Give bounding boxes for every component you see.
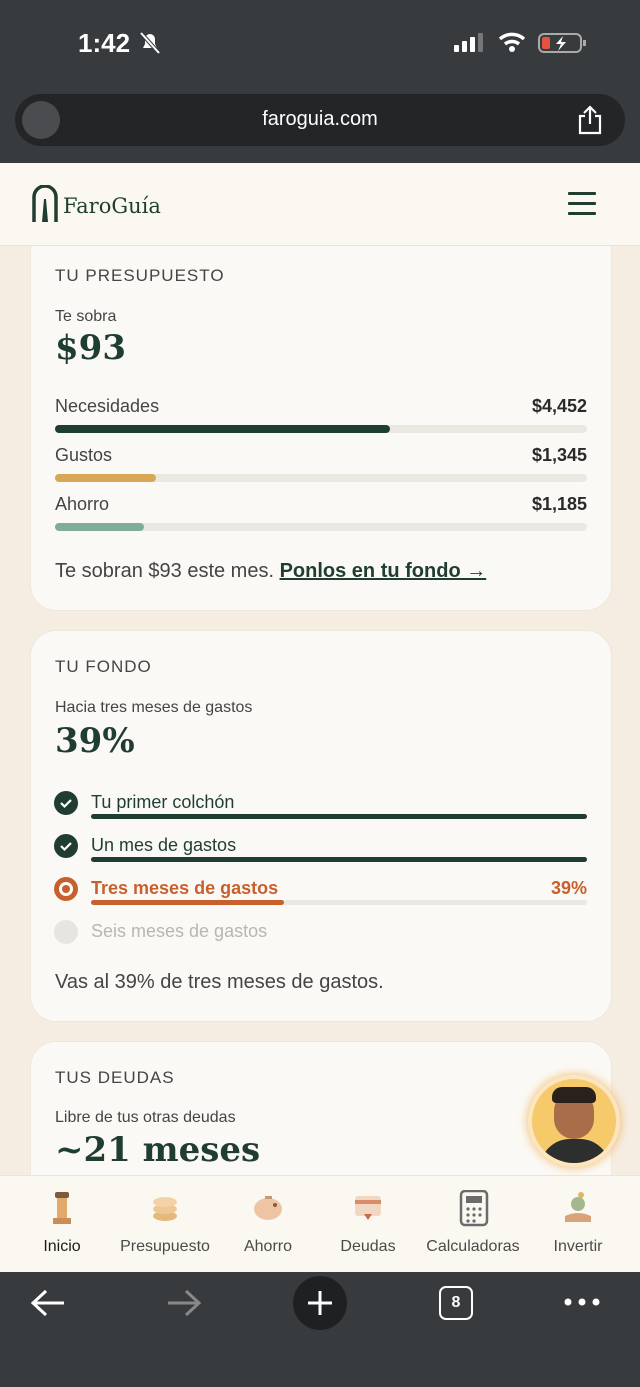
nav-icon: [148, 1190, 182, 1228]
milestone-label: Un mes de gastos: [91, 835, 237, 855]
row-amount: $1,185: [531, 494, 587, 514]
milestone-track: [91, 900, 587, 905]
site-header: FaroGuía: [0, 163, 640, 246]
status-icons: [454, 32, 586, 53]
row-amount: $1,345: [531, 445, 587, 465]
nav-icon: [561, 1190, 595, 1228]
more-button[interactable]: [562, 1297, 602, 1307]
fund-note: Vas al 39% de tres meses de gastos.: [55, 971, 384, 993]
bar: [55, 523, 145, 531]
goal-label: Libre de tus otras deudas: [55, 1109, 236, 1126]
nav-item[interactable]: Invertir: [518, 1176, 638, 1272]
card-title: TUS DEUDAS: [55, 1068, 175, 1087]
nav-item[interactable]: Presupuesto: [105, 1176, 225, 1272]
nav-label: Ahorro: [243, 1238, 293, 1255]
budget-card: TU PRESUPUESTO Te sobra $93 Te sobran $9…: [30, 225, 612, 611]
milestone-bar: [91, 857, 587, 862]
nav-icon: [456, 1189, 490, 1228]
milestone-icon: [54, 920, 78, 944]
nav-icon: [251, 1190, 285, 1228]
browser-chrome: 1:42 faroguia.com: [0, 0, 640, 163]
nav-item[interactable]: Deudas: [308, 1176, 428, 1272]
fund-link[interactable]: Ponlos en tu fondo →: [279, 560, 487, 582]
nav-item[interactable]: Calculadoras: [413, 1176, 533, 1272]
budget-note: Te sobran $93 este mes.: [55, 560, 275, 582]
share-button[interactable]: [577, 105, 603, 135]
forward-button[interactable]: [166, 1289, 202, 1317]
url-bar[interactable]: faroguia.com: [15, 94, 625, 146]
card-title: TU PRESUPUESTO: [55, 266, 225, 285]
card-title: TU FONDO: [55, 657, 152, 676]
leftover-amount: $93: [55, 328, 126, 368]
budget-note-line: Te sobran $93 este mes. Ponlos en tu fon…: [55, 560, 486, 583]
bar-track: [55, 474, 587, 482]
bottom-nav: Inicio Presupuesto Ahorro Deudas Calculadora…: [0, 1175, 640, 1272]
milestone-bar: [91, 900, 285, 905]
debt-estimate: ~21 meses: [55, 1130, 261, 1170]
back-button[interactable]: [30, 1289, 66, 1317]
nav-label: Invertir: [553, 1238, 603, 1255]
menu-button[interactable]: [568, 191, 598, 217]
milestone-bar: [91, 814, 587, 819]
privacy-button[interactable]: [22, 101, 60, 139]
tabs-button[interactable]: 8: [439, 1286, 473, 1320]
milestone-icon: [54, 834, 78, 858]
nav-icon: [45, 1190, 79, 1228]
url: faroguia.com: [262, 108, 378, 130]
nav-icon: [351, 1190, 385, 1228]
goal-label: Hacia tres meses de gastos: [55, 699, 253, 716]
new-tab-button[interactable]: [293, 1276, 347, 1330]
milestone-icon: [54, 791, 78, 815]
leftover-label: Te sobra: [55, 308, 117, 325]
nav-label: Inicio: [43, 1238, 81, 1255]
milestone-label: Seis meses de gastos: [91, 921, 268, 941]
milestone-icon: [54, 877, 78, 901]
milestone-label: Tres meses de gastos: [91, 878, 279, 898]
fund-card: TU FONDO Hacia tres meses de gastos 39% …: [30, 630, 612, 1022]
fund-progress: 39%: [55, 721, 135, 761]
row-amount: $4,452: [531, 396, 587, 416]
assistant-avatar[interactable]: [528, 1075, 620, 1167]
nav-item[interactable]: Inicio: [2, 1176, 122, 1272]
nav-label: Deudas: [340, 1238, 396, 1255]
nav-item[interactable]: Ahorro: [208, 1176, 328, 1272]
row-label: Ahorro: [55, 494, 110, 514]
mute-icon: [139, 31, 161, 55]
nav-label: Presupuesto: [120, 1238, 210, 1255]
nav-label: Calculadoras: [426, 1238, 520, 1255]
clock: 1:42: [78, 28, 131, 58]
logo-icon: [32, 185, 58, 222]
bar-track: [55, 425, 587, 433]
bar-track: [55, 523, 587, 531]
row-label: Gustos: [55, 445, 113, 465]
brand[interactable]: FaroGuía: [63, 194, 161, 218]
milestone-percent: 39%: [550, 878, 587, 898]
milestone-track: [91, 857, 587, 862]
bar: [55, 474, 157, 482]
bar: [55, 425, 390, 433]
browser-toolbar: 8: [0, 1271, 640, 1387]
milestone-track: [91, 814, 587, 819]
milestone-label: Tu primer colchón: [91, 792, 235, 812]
row-label: Necesidades: [55, 396, 160, 416]
